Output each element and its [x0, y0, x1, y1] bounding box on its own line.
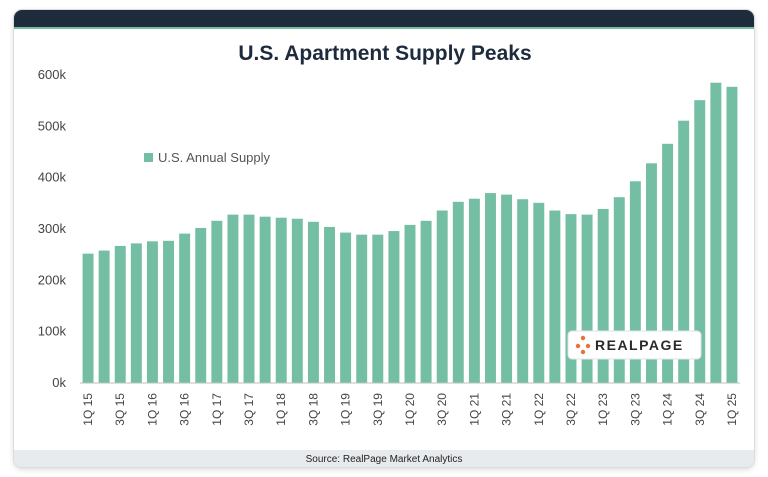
y-tick-label: 600k: [38, 67, 67, 82]
bar: [452, 201, 464, 383]
x-tick-label: 1Q 24: [661, 393, 675, 426]
x-tick-label: 3Q 20: [435, 393, 449, 426]
bar: [533, 202, 545, 383]
bar: [645, 163, 657, 383]
source-note: Source: RealPage Market Analytics: [305, 454, 463, 465]
bar: [372, 234, 384, 383]
x-tick-label: 3Q 17: [242, 393, 256, 426]
bar: [114, 245, 126, 383]
x-tick-label: 1Q 17: [210, 393, 224, 426]
bar: [694, 100, 706, 384]
logo-text: REALPAGE: [595, 337, 684, 353]
legend-swatch: [144, 153, 153, 162]
bar: [130, 243, 142, 383]
x-tick-label: 3Q 23: [628, 393, 642, 426]
bar: [146, 241, 158, 383]
x-tick-label: 1Q 22: [532, 393, 546, 426]
bar: [549, 210, 561, 383]
y-tick-label: 300k: [38, 221, 67, 236]
bar: [307, 221, 319, 383]
bars: [82, 82, 738, 384]
bar: [517, 199, 529, 383]
bar: [98, 250, 110, 383]
bar: [436, 210, 448, 383]
x-tick-label: 3Q 22: [564, 393, 578, 426]
x-tick-label: 1Q 25: [725, 393, 739, 426]
header-bar: [14, 10, 754, 27]
bar: [485, 193, 496, 383]
bar: [613, 197, 625, 383]
y-tick-label: 200k: [38, 272, 67, 287]
bar: [179, 233, 191, 383]
bar: [629, 181, 641, 383]
x-tick-label: 1Q 16: [145, 393, 159, 426]
bar: [227, 214, 239, 383]
bar: [259, 216, 271, 383]
x-tick-label: 1Q 18: [274, 393, 288, 426]
bar: [420, 220, 432, 383]
footer-bar: Source: RealPage Market Analytics: [14, 450, 754, 467]
bar: [726, 86, 738, 383]
bar: [501, 194, 513, 383]
bar: [662, 143, 674, 383]
x-tick-label: 3Q 21: [500, 393, 514, 426]
y-tick-label: 500k: [38, 118, 67, 133]
logo-dots-icon: [575, 335, 591, 355]
bar: [678, 120, 690, 383]
bar: [163, 240, 175, 383]
bar: [565, 214, 577, 383]
bar: [243, 214, 255, 383]
y-tick-label: 0k: [52, 375, 66, 390]
bar: [291, 218, 303, 383]
realpage-logo: REALPAGE: [567, 330, 702, 360]
x-axis: 1Q 15 3Q 15 1Q 16 3Q 16 1Q 17 3Q 17 1Q 18 3Q 18…: [80, 382, 740, 426]
bar: [597, 208, 609, 383]
x-tick-label: 1Q 19: [339, 393, 353, 426]
bar: [468, 198, 480, 383]
x-tick-label: 1Q 21: [467, 393, 481, 426]
bar: [324, 226, 335, 383]
bar: [195, 227, 207, 383]
bar: [581, 214, 593, 383]
x-tick-label: 1Q 23: [596, 393, 610, 426]
y-axis: 0k 100k 200k 300k 400k 500k 600k: [38, 67, 67, 390]
chart-title: U.S. Apartment Supply Peaks: [238, 42, 531, 65]
x-tick-label: 3Q 15: [113, 393, 127, 426]
x-tick-label: 1Q 20: [403, 393, 417, 426]
legend-label: U.S. Annual Supply: [158, 150, 271, 165]
header-accent-line: [14, 27, 754, 29]
x-tick-label: 3Q 16: [178, 393, 192, 426]
bar: [82, 253, 94, 383]
bar: [388, 231, 400, 383]
y-tick-label: 400k: [38, 170, 67, 185]
x-tick-label: 3Q 18: [306, 393, 320, 426]
x-tick-label: 3Q 24: [693, 393, 707, 426]
bar: [710, 82, 722, 383]
bar: [404, 224, 416, 383]
bar: [356, 234, 368, 383]
y-tick-label: 100k: [38, 324, 67, 339]
logo-background: [567, 330, 702, 360]
bar: [211, 220, 223, 383]
x-tick-label: 3Q 19: [371, 393, 385, 426]
bar: [275, 217, 287, 383]
bar: [340, 232, 352, 383]
legend: U.S. Annual Supply: [144, 150, 271, 165]
x-tick-label: 1Q 15: [81, 393, 95, 426]
